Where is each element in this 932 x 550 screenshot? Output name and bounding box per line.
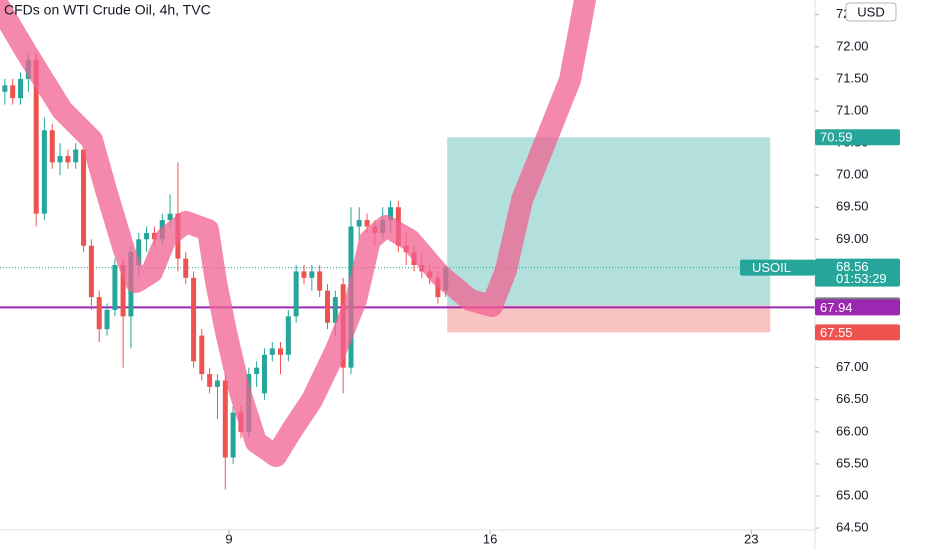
candle-body bbox=[65, 155, 71, 163]
candle-body bbox=[309, 271, 315, 278]
x-tick-label: 16 bbox=[483, 531, 497, 546]
x-tick-label: 23 bbox=[744, 531, 758, 546]
candle-body bbox=[88, 245, 94, 298]
candle-body bbox=[18, 78, 24, 99]
y-tick-label: 65.00 bbox=[836, 487, 869, 502]
y-tick-label: 71.50 bbox=[836, 70, 869, 85]
candle-body bbox=[2, 85, 8, 92]
candle-body bbox=[293, 271, 299, 317]
y-tick-label: 66.50 bbox=[836, 391, 869, 406]
candle-body bbox=[317, 271, 323, 291]
brush-stroke bbox=[0, 0, 596, 467]
last-price-badge bbox=[815, 258, 900, 287]
target-badge bbox=[815, 129, 900, 146]
y-tick-label: 72.00 bbox=[836, 38, 869, 53]
currency-label: USD bbox=[857, 4, 884, 19]
currency-badge bbox=[845, 2, 897, 22]
candle-body bbox=[96, 297, 102, 330]
candle-body bbox=[136, 239, 142, 265]
candle-body bbox=[191, 277, 197, 362]
candle-body bbox=[356, 220, 362, 227]
stop-label: 67.55 bbox=[820, 325, 853, 340]
candle-body bbox=[261, 354, 267, 394]
last-price-label: 68.56 bbox=[836, 259, 869, 274]
candle-body bbox=[199, 335, 205, 375]
candle-body bbox=[324, 290, 330, 323]
y-tick-label: 64.50 bbox=[836, 520, 869, 535]
y-tick-label: 67.00 bbox=[836, 359, 869, 374]
candle-body bbox=[214, 380, 220, 387]
hline-badge bbox=[815, 299, 900, 316]
candle-body bbox=[230, 412, 236, 458]
candle-body bbox=[81, 149, 87, 246]
x-tick-label: 9 bbox=[225, 531, 232, 546]
y-tick-label: 69.00 bbox=[836, 231, 869, 246]
candle-body bbox=[120, 265, 126, 317]
symbol-badge bbox=[740, 259, 815, 276]
candle-body bbox=[151, 232, 157, 240]
candle-body bbox=[269, 348, 275, 355]
candle-body bbox=[207, 374, 213, 387]
stop-badge bbox=[815, 324, 900, 341]
candle-body bbox=[388, 207, 394, 221]
y-tick-label: 69.50 bbox=[836, 199, 869, 214]
candle-body bbox=[57, 155, 63, 163]
countdown-label: 01:53:29 bbox=[836, 271, 887, 286]
y-tick-label: 65.50 bbox=[836, 455, 869, 470]
candle-body bbox=[73, 149, 79, 163]
candle-body bbox=[167, 213, 173, 221]
candle-body bbox=[222, 380, 228, 458]
candle-body bbox=[183, 258, 189, 278]
y-tick-label: 66.00 bbox=[836, 423, 869, 438]
candle-body bbox=[33, 59, 39, 214]
candle-body bbox=[364, 220, 370, 227]
candle-body bbox=[144, 232, 150, 240]
candle-body bbox=[285, 316, 291, 355]
y-tick-label: 70.00 bbox=[836, 167, 869, 182]
chart-title: CFDs on WTI Crude Oil, 4h, TVC bbox=[4, 2, 211, 18]
candle-body bbox=[49, 130, 55, 163]
symbol-label: USOIL bbox=[752, 260, 791, 275]
candle-body bbox=[254, 367, 260, 375]
candle-body bbox=[332, 297, 338, 323]
candle-body bbox=[104, 309, 110, 330]
target-label: 70.59 bbox=[820, 130, 853, 145]
candle-body bbox=[10, 85, 16, 99]
candle-body bbox=[112, 265, 118, 310]
candle-body bbox=[301, 271, 307, 278]
y-tick-label: 71.00 bbox=[836, 102, 869, 117]
candle-body bbox=[41, 130, 47, 214]
hline-label: 67.94 bbox=[820, 300, 853, 315]
candle-body bbox=[277, 348, 283, 355]
